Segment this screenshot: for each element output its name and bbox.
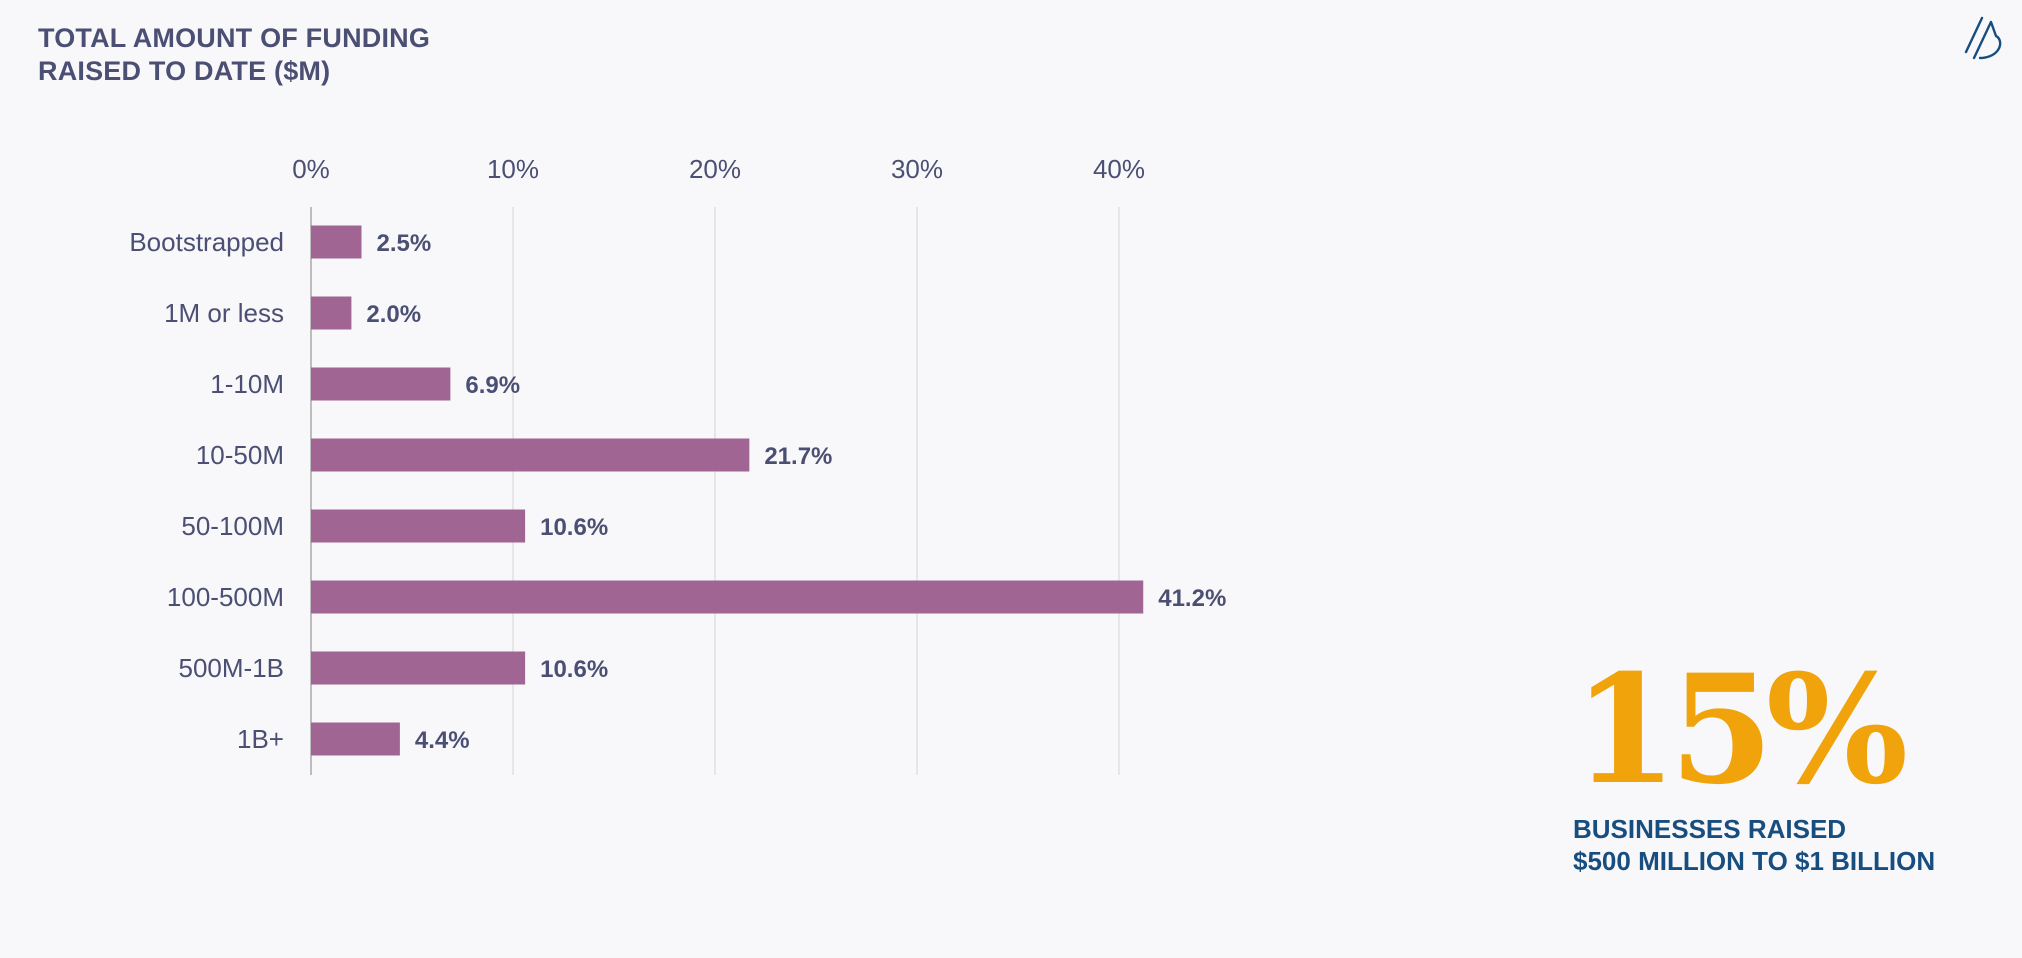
- bar-1-10m: [311, 367, 451, 401]
- bar-10-50m: [311, 438, 750, 472]
- tick-label-40: 40%: [1093, 154, 1145, 184]
- bar-500m-1b: [311, 651, 526, 685]
- category-label-1b: 1B+: [237, 724, 284, 754]
- value-label-1b: 4.4%: [415, 727, 470, 754]
- value-label-50-100m: 10.6%: [540, 514, 608, 541]
- stat-caption-line-1: BUSINESSES RAISED: [1573, 814, 1847, 844]
- chart-title-line-1: TOTAL AMOUNT OF FUNDING: [38, 23, 431, 53]
- value-label-10-50m: 21.7%: [764, 443, 832, 470]
- stat-caption-line-2: $500 MILLION TO $1 BILLION: [1573, 846, 1936, 876]
- category-label-10-50m: 10-50M: [196, 440, 284, 470]
- bar-100-500m: [311, 580, 1144, 614]
- value-label-100-500m: 41.2%: [1158, 585, 1226, 612]
- category-label-50-100m: 50-100M: [181, 511, 284, 541]
- category-label-500m-1b: 500M-1B: [179, 653, 285, 683]
- bar-bootstrapped: [311, 225, 362, 259]
- tick-label-10: 10%: [487, 154, 539, 184]
- tick-label-30: 30%: [891, 154, 943, 184]
- category-label-bootstrapped: Bootstrapped: [129, 227, 284, 257]
- value-label-1-10m: 6.9%: [465, 372, 520, 399]
- stat-caption: BUSINESSES RAISED $500 MILLION TO $1 BIL…: [1573, 813, 2013, 877]
- stat-callout: 15% BUSINESSES RAISED $500 MILLION TO $1…: [1573, 655, 2013, 877]
- value-label-500m-1b: 10.6%: [540, 656, 608, 683]
- category-label-100-500m: 100-500M: [167, 582, 284, 612]
- chart-title: TOTAL AMOUNT OF FUNDING RAISED TO DATE (…: [38, 22, 430, 88]
- big-stat-value: 15%: [1573, 642, 1908, 818]
- category-label-1m-or-less: 1M or less: [164, 298, 284, 328]
- tick-label-20: 20%: [689, 154, 741, 184]
- category-label-1-10m: 1-10M: [210, 369, 284, 399]
- chart-title-line-2: RAISED TO DATE ($M): [38, 56, 331, 86]
- bar-1m-or-less: [311, 296, 352, 330]
- slash-b-logo-icon: [1964, 16, 2002, 60]
- value-label-bootstrapped: 2.5%: [377, 230, 432, 257]
- bar-50-100m: [311, 509, 526, 543]
- bar-1b: [311, 722, 400, 756]
- tick-label-0: 0%: [292, 154, 330, 184]
- value-label-1m-or-less: 2.0%: [366, 301, 421, 328]
